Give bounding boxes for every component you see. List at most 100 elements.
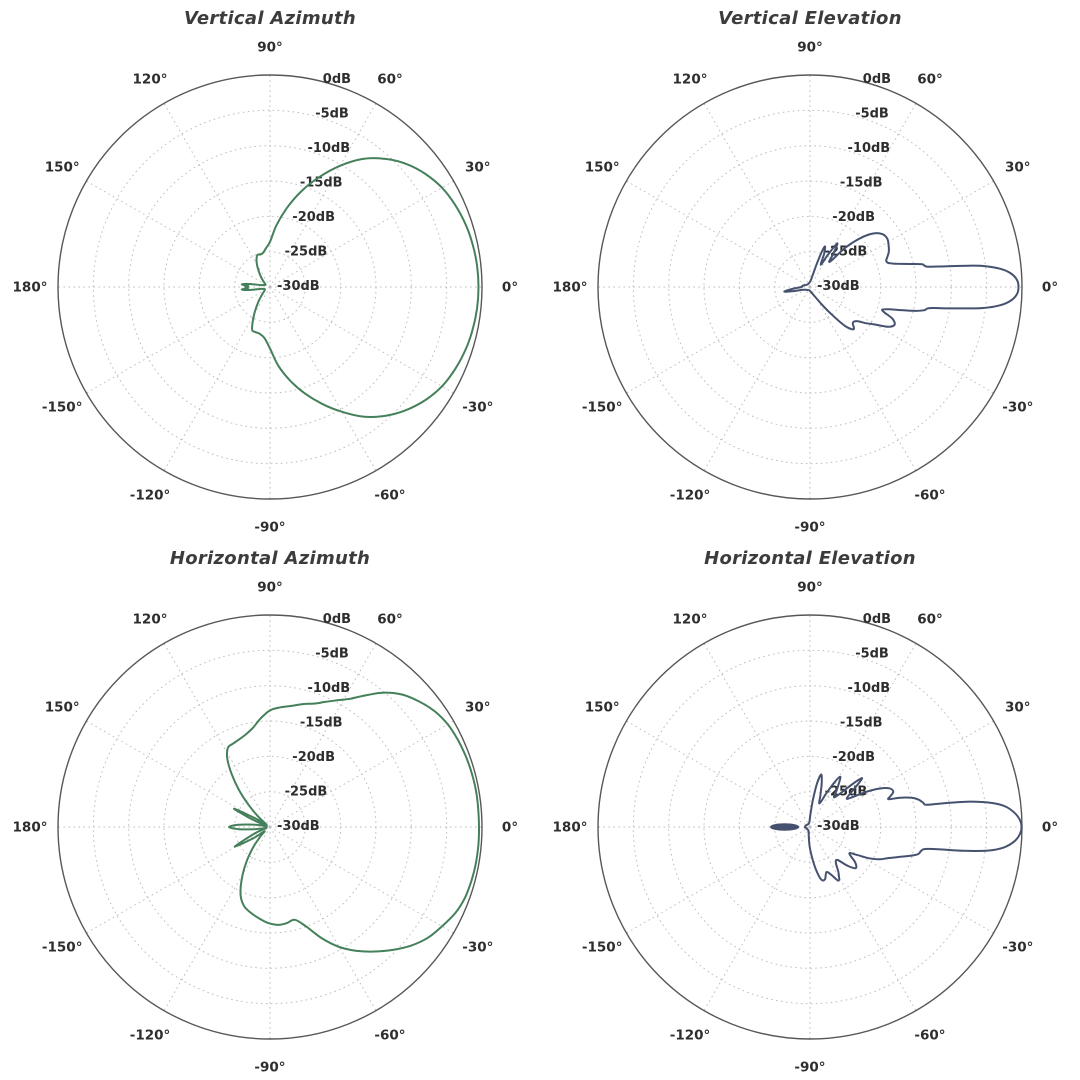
angle-tick-label: 30° <box>1005 160 1031 176</box>
outer-ring <box>597 74 1023 500</box>
angle-tick-label: 120° <box>133 612 168 628</box>
chart-title-vertical-azimuth: Vertical Azimuth <box>183 8 357 29</box>
polar-grid <box>58 75 482 499</box>
db-grid-ring <box>92 649 448 1005</box>
angle-tick-label: 60° <box>917 72 943 88</box>
angle-tick-label: 90° <box>797 40 823 56</box>
outer-ring <box>57 614 483 1040</box>
chart-horizontal-elevation: Horizontal Elevation 0° 30° 60° 90° 120° 150°… <box>540 540 1080 1080</box>
db-labels: 0dB-5dB-10dB-15dB-20dB-25dB-30dB <box>817 72 891 294</box>
angle-grid-spoke <box>703 826 811 1011</box>
polar-plot-horizontal-elevation: 0° 30° 60° 90° 120° 150° 180° -150° -120° -90° -60… <box>553 580 1059 1076</box>
angle-tick-label: 90° <box>257 40 283 56</box>
angle-tick-label: 150° <box>45 160 80 176</box>
chart-title-horizontal-azimuth: Horizontal Azimuth <box>169 548 371 569</box>
angle-labels: 0° 30° 60° 90° 120° 150° 180° -150° -120° -90° -60… <box>553 580 1059 1076</box>
db-labels: 0dB-5dB-10dB-15dB-20dB-25dB-30dB <box>277 612 351 834</box>
angle-tick-label: 60° <box>377 612 403 628</box>
angle-tick-label: -60° <box>374 487 405 503</box>
angle-grid-spoke <box>86 720 271 828</box>
outer-ring <box>57 74 483 500</box>
chart-vertical-azimuth: Vertical Azimuth 0° 30° 60° 90° 120° 150° 180°… <box>0 0 540 540</box>
angle-tick-label: 60° <box>917 612 943 628</box>
angle-tick-label: 180° <box>13 820 48 836</box>
chart-vertical-elevation: Vertical Elevation 0° 30° 60° 90° 120° 150° 18… <box>540 0 1080 540</box>
angle-grid-spoke <box>626 180 811 288</box>
angle-grid-spoke <box>269 180 454 288</box>
db-tick-label: -15dB <box>840 176 883 191</box>
db-tick-label: -15dB <box>300 716 343 731</box>
angle-tick-label: 150° <box>585 700 620 716</box>
db-tick-label: 0dB <box>863 612 891 627</box>
angle-tick-label: 0° <box>1042 820 1058 836</box>
angle-tick-label: 180° <box>13 280 48 296</box>
angle-tick-label: -150° <box>582 400 623 416</box>
db-tick-label: -10dB <box>848 141 891 156</box>
angle-tick-label: 150° <box>45 700 80 716</box>
angle-tick-label: 0° <box>502 820 518 836</box>
db-tick-label: -15dB <box>840 716 883 731</box>
angle-grid-spoke <box>809 286 917 471</box>
angle-grid-spoke <box>163 826 271 1011</box>
angle-tick-label: -120° <box>130 1027 171 1043</box>
db-tick-label: -5dB <box>855 107 889 122</box>
angle-grid-spoke <box>269 826 377 1011</box>
db-tick-label: -5dB <box>855 647 889 662</box>
angle-tick-label: -60° <box>914 1027 945 1043</box>
angle-labels: 0° 30° 60° 90° 120° 150° 180° -150° -120° -90° -60… <box>13 40 519 536</box>
angle-grid-spoke <box>269 286 454 394</box>
angle-grid-spoke <box>163 286 271 471</box>
db-labels: 0dB-5dB-10dB-15dB-20dB-25dB-30dB <box>817 612 891 834</box>
angle-tick-label: -150° <box>582 940 623 956</box>
angle-grid-spoke <box>809 180 994 288</box>
db-tick-label: -20dB <box>832 750 875 765</box>
angle-tick-label: 0° <box>502 280 518 296</box>
angle-tick-label: -30° <box>462 400 493 416</box>
angle-tick-label: 30° <box>1005 700 1031 716</box>
polar-grid <box>598 615 1022 1039</box>
angle-tick-label: -120° <box>670 487 711 503</box>
angle-labels: 0° 30° 60° 90° 120° 150° 180° -150° -120° -90° -60… <box>553 40 1059 536</box>
angle-grid-spoke <box>269 643 377 828</box>
radiation-pattern-curve <box>225 691 481 953</box>
db-tick-label: -30dB <box>277 819 320 834</box>
db-grid-ring <box>632 109 988 465</box>
db-tick-label: -20dB <box>832 210 875 225</box>
angle-tick-label: -30° <box>462 940 493 956</box>
angle-grid-spoke <box>809 826 917 1011</box>
db-tick-label: 0dB <box>863 72 891 87</box>
back-lobe <box>770 823 800 831</box>
radiation-pattern-curve <box>783 232 1020 331</box>
angle-grid-spoke <box>809 720 994 828</box>
db-labels: 0dB-5dB-10dB-15dB-20dB-25dB-30dB <box>277 72 351 294</box>
angle-grid-spoke <box>626 286 811 394</box>
angle-tick-label: -150° <box>42 940 83 956</box>
angle-tick-label: 60° <box>377 72 403 88</box>
db-tick-label: -30dB <box>817 279 860 294</box>
db-tick-label: 0dB <box>323 72 351 87</box>
angle-tick-label: -30° <box>1002 400 1033 416</box>
angle-tick-label: -120° <box>670 1027 711 1043</box>
angle-grid-spoke <box>163 103 271 288</box>
angle-grid-spoke <box>269 720 454 828</box>
radiation-pattern-curve <box>803 773 1023 882</box>
angle-grid-spoke <box>86 180 271 288</box>
angle-grid-spoke <box>86 286 271 394</box>
angle-tick-label: 30° <box>465 160 491 176</box>
db-tick-label: -10dB <box>848 681 891 696</box>
angle-tick-label: 0° <box>1042 280 1058 296</box>
db-grid-ring <box>632 649 988 1005</box>
db-tick-label: -30dB <box>277 279 320 294</box>
angle-tick-label: -120° <box>130 487 171 503</box>
angle-grid-spoke <box>269 826 454 934</box>
angle-tick-label: -90° <box>254 1060 285 1076</box>
angle-tick-label: -150° <box>42 400 83 416</box>
angle-tick-label: 30° <box>465 700 491 716</box>
db-tick-label: -10dB <box>308 141 351 156</box>
polar-plot-vertical-azimuth: 0° 30° 60° 90° 120° 150° 180° -150° -120° -90° -60… <box>13 40 519 536</box>
angle-tick-label: 120° <box>133 72 168 88</box>
angle-tick-label: -60° <box>914 487 945 503</box>
db-tick-label: -10dB <box>308 681 351 696</box>
polar-grid <box>598 75 1022 499</box>
db-tick-label: -20dB <box>292 210 335 225</box>
